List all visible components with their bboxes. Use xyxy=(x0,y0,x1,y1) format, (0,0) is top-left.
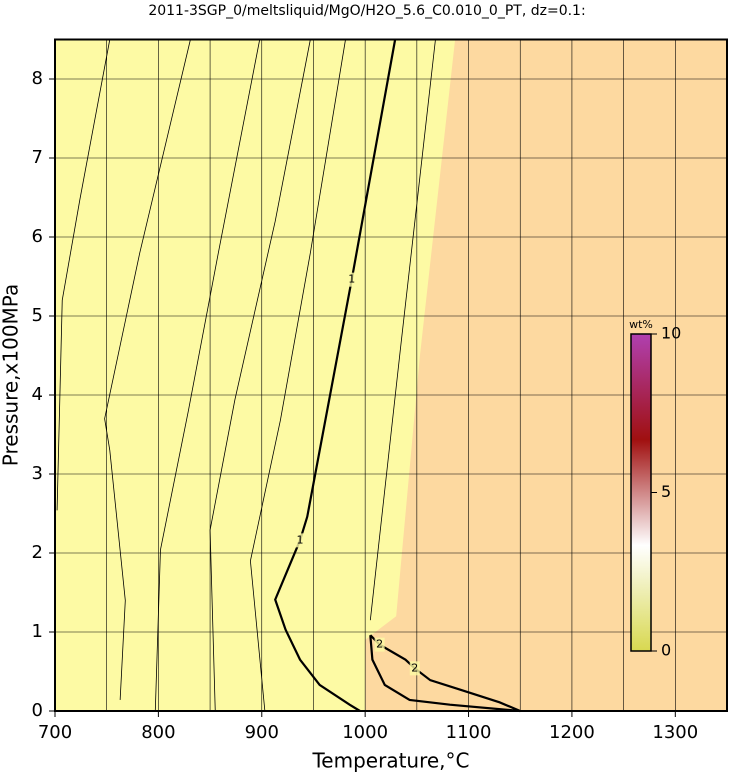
contour-line xyxy=(56,39,111,511)
contour-line xyxy=(369,634,521,713)
x-axis-label: Temperature,°C xyxy=(311,749,469,773)
x-tick-label: 700 xyxy=(38,722,72,743)
x-tick-label: 1000 xyxy=(342,722,388,743)
colorbar-tick-label: 10 xyxy=(661,324,681,343)
colorbar-tick-label: 5 xyxy=(661,482,671,501)
y-tick-label: 2 xyxy=(32,542,43,563)
y-tick-label: 3 xyxy=(32,463,43,484)
y-tick-label: 8 xyxy=(32,68,43,89)
contour-label-bg xyxy=(374,637,385,652)
contour-line xyxy=(209,39,311,712)
contour-label-bg xyxy=(346,272,357,287)
contour-line xyxy=(274,39,397,712)
contour-label: 1 xyxy=(297,533,304,546)
x-tick-label: 900 xyxy=(245,722,279,743)
colorbar xyxy=(630,333,652,652)
chart-title: 2011-3SGP_0/meltsliquid/MgO/H2O_5.6_C0.0… xyxy=(148,3,585,19)
contour-label-bg xyxy=(409,661,420,676)
plot-frame xyxy=(54,38,728,712)
x-tick-label: 1300 xyxy=(652,722,698,743)
colorbar-label: wt% xyxy=(629,318,653,331)
y-tick-label: 1 xyxy=(32,621,43,642)
y-axis-label: Pressure,x100MPa xyxy=(0,284,23,466)
y-tick-label: 0 xyxy=(32,700,43,721)
contour-line xyxy=(104,39,191,700)
contour-label-bg xyxy=(295,533,306,548)
y-tick-label: 7 xyxy=(32,147,43,168)
contour-line xyxy=(369,39,436,621)
contour-line xyxy=(249,39,346,712)
colorbar-tick-label: 0 xyxy=(661,641,671,660)
y-tick-label: 6 xyxy=(32,226,43,247)
x-tick-label: 800 xyxy=(141,722,175,743)
region xyxy=(55,39,456,711)
contour-label: 1 xyxy=(348,273,355,286)
x-tick-label: 1100 xyxy=(446,722,492,743)
x-tick-label: 1200 xyxy=(549,722,595,743)
y-tick-label: 5 xyxy=(32,305,43,326)
contour-line xyxy=(154,39,261,712)
y-tick-label: 4 xyxy=(32,384,43,405)
contour-label: 2 xyxy=(376,638,383,651)
contour-label: 2 xyxy=(411,661,418,674)
